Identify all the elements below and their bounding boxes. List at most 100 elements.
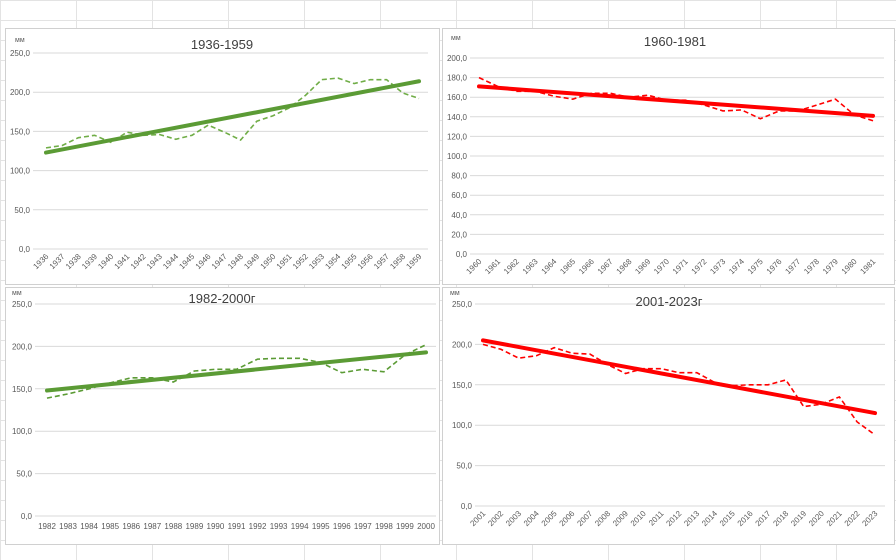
trend-line bbox=[45, 350, 428, 393]
x-tick-label: 1955 bbox=[340, 252, 359, 271]
x-tick-label: 2007 bbox=[575, 509, 594, 528]
x-tick-label: 1967 bbox=[596, 257, 615, 276]
y-tick-label: 180,0 bbox=[447, 74, 468, 83]
x-tick-label: 1938 bbox=[64, 252, 83, 271]
x-tick-label: 1983 bbox=[59, 522, 77, 531]
x-tick-label: 1940 bbox=[96, 252, 115, 271]
x-tick-label: 1960 bbox=[464, 257, 483, 276]
y-tick-label: 40,0 bbox=[451, 211, 467, 220]
x-tick-label: 2005 bbox=[540, 509, 559, 528]
chart-4: 0,0 50,0 100,0 150,0 200,0 250,0 2001-2023г мм 2… bbox=[450, 290, 885, 528]
x-tick-label: 1936 bbox=[31, 252, 50, 271]
x-tick-label: 1971 bbox=[671, 257, 690, 276]
x-tick-label: 1977 bbox=[783, 257, 802, 276]
x-tick-label: 2002 bbox=[486, 509, 505, 528]
y-tick-label: 50,0 bbox=[16, 470, 32, 479]
x-tick-label: 1944 bbox=[161, 252, 180, 271]
x-tick-label: 1943 bbox=[145, 252, 164, 271]
chart-3: 0,0 50,0 100,0 150,0 200,0 250,0 1982-2000г мм 1… bbox=[12, 290, 436, 531]
y-tick-label: 150,0 bbox=[12, 385, 33, 394]
y-tick-label: 100,0 bbox=[12, 427, 33, 436]
x-tick-label: 1999 bbox=[396, 522, 414, 531]
x-tick-label: 1964 bbox=[540, 257, 559, 276]
x-tick-label: 1961 bbox=[483, 257, 502, 276]
y-tick-label: 250,0 bbox=[452, 300, 473, 309]
x-tick-label: 2009 bbox=[611, 509, 630, 528]
y-tick-label: 250,0 bbox=[10, 49, 31, 58]
y-tick-label: 0,0 bbox=[456, 250, 468, 259]
y-tick-label: 200,0 bbox=[12, 342, 33, 351]
x-tick-label: 1946 bbox=[194, 252, 213, 271]
x-tick-label: 1972 bbox=[690, 257, 709, 276]
x-tick-label: 1947 bbox=[210, 252, 229, 271]
x-tick-label: 1993 bbox=[270, 522, 288, 531]
y-tick-label: 250,0 bbox=[12, 300, 33, 309]
chart-title: 1982-2000г bbox=[189, 291, 256, 306]
x-tick-label: 1974 bbox=[727, 257, 746, 276]
data-series-line bbox=[482, 343, 876, 436]
y-tick-label: 120,0 bbox=[447, 132, 468, 141]
x-tick-label: 2011 bbox=[647, 509, 666, 528]
x-tick-label: 2019 bbox=[789, 509, 808, 528]
x-tick-label: 1991 bbox=[228, 522, 246, 531]
y-tick-label: 50,0 bbox=[14, 206, 30, 215]
chart-1: 0,0 50,0 100,0 150,0 200,0 250,0 1936-1959 мм 19… bbox=[10, 37, 428, 271]
x-tick-label: 2010 bbox=[629, 509, 648, 528]
x-tick-label: 2012 bbox=[664, 509, 683, 528]
chart-panel-3 bbox=[5, 287, 440, 545]
x-tick-label: 1990 bbox=[207, 522, 225, 531]
x-tick-label: 1973 bbox=[708, 257, 727, 276]
x-tick-label: 1978 bbox=[802, 257, 821, 276]
x-tick-label: 1968 bbox=[615, 257, 634, 276]
x-tick-label: 1963 bbox=[521, 257, 540, 276]
x-tick-label: 1953 bbox=[307, 252, 326, 271]
x-tick-label: 1980 bbox=[840, 257, 859, 276]
trend-line bbox=[477, 84, 875, 118]
x-tick-label: 1952 bbox=[291, 252, 310, 271]
y-tick-label: 160,0 bbox=[447, 93, 468, 102]
x-tick-label: 1957 bbox=[372, 252, 391, 271]
y-tick-label: 140,0 bbox=[447, 113, 468, 122]
x-tick-label: 1987 bbox=[143, 522, 161, 531]
x-tick-label: 2016 bbox=[736, 509, 755, 528]
x-tick-label: 1939 bbox=[80, 252, 99, 271]
x-tick-label: 1988 bbox=[164, 522, 182, 531]
x-tick-label: 2022 bbox=[843, 509, 862, 528]
x-tick-label: 1969 bbox=[633, 257, 652, 276]
y-tick-label: 150,0 bbox=[10, 127, 31, 136]
x-tick-label: 1996 bbox=[333, 522, 351, 531]
x-tick-label: 2004 bbox=[522, 509, 541, 528]
x-tick-label: 1995 bbox=[312, 522, 330, 531]
x-tick-label: 2023 bbox=[860, 509, 879, 528]
x-tick-label: 1994 bbox=[291, 522, 309, 531]
y-tick-label: 0,0 bbox=[19, 245, 31, 254]
x-tick-label: 1982 bbox=[38, 522, 56, 531]
x-tick-label: 2014 bbox=[700, 509, 719, 528]
y-tick-label: 50,0 bbox=[456, 462, 472, 471]
x-tick-label: 1962 bbox=[502, 257, 521, 276]
trend-line bbox=[481, 338, 877, 416]
y-tick-label: 0,0 bbox=[21, 512, 33, 521]
x-tick-label: 2017 bbox=[754, 509, 773, 528]
x-tick-label: 1959 bbox=[404, 252, 423, 271]
x-tick-label: 1958 bbox=[388, 252, 407, 271]
y-tick-label: 200,0 bbox=[10, 88, 31, 97]
x-tick-label: 2013 bbox=[682, 509, 701, 528]
x-tick-label: 1942 bbox=[129, 252, 148, 271]
x-tick-label: 1985 bbox=[101, 522, 119, 531]
x-tick-label: 1986 bbox=[122, 522, 140, 531]
x-tick-label: 1981 bbox=[858, 257, 877, 276]
y-tick-label: 100,0 bbox=[447, 152, 468, 161]
x-tick-label: 1997 bbox=[354, 522, 372, 531]
x-tick-label: 1970 bbox=[652, 257, 671, 276]
x-tick-label: 1956 bbox=[356, 252, 375, 271]
y-tick-label: 80,0 bbox=[451, 172, 467, 181]
x-tick-label: 1937 bbox=[48, 252, 67, 271]
y-unit-label: мм bbox=[450, 290, 460, 297]
chart-title: 2001-2023г bbox=[636, 294, 703, 309]
x-tick-label: 1951 bbox=[275, 252, 294, 271]
y-tick-label: 60,0 bbox=[451, 191, 467, 200]
x-tick-label: 1954 bbox=[323, 252, 342, 271]
x-tick-label: 1945 bbox=[177, 252, 196, 271]
